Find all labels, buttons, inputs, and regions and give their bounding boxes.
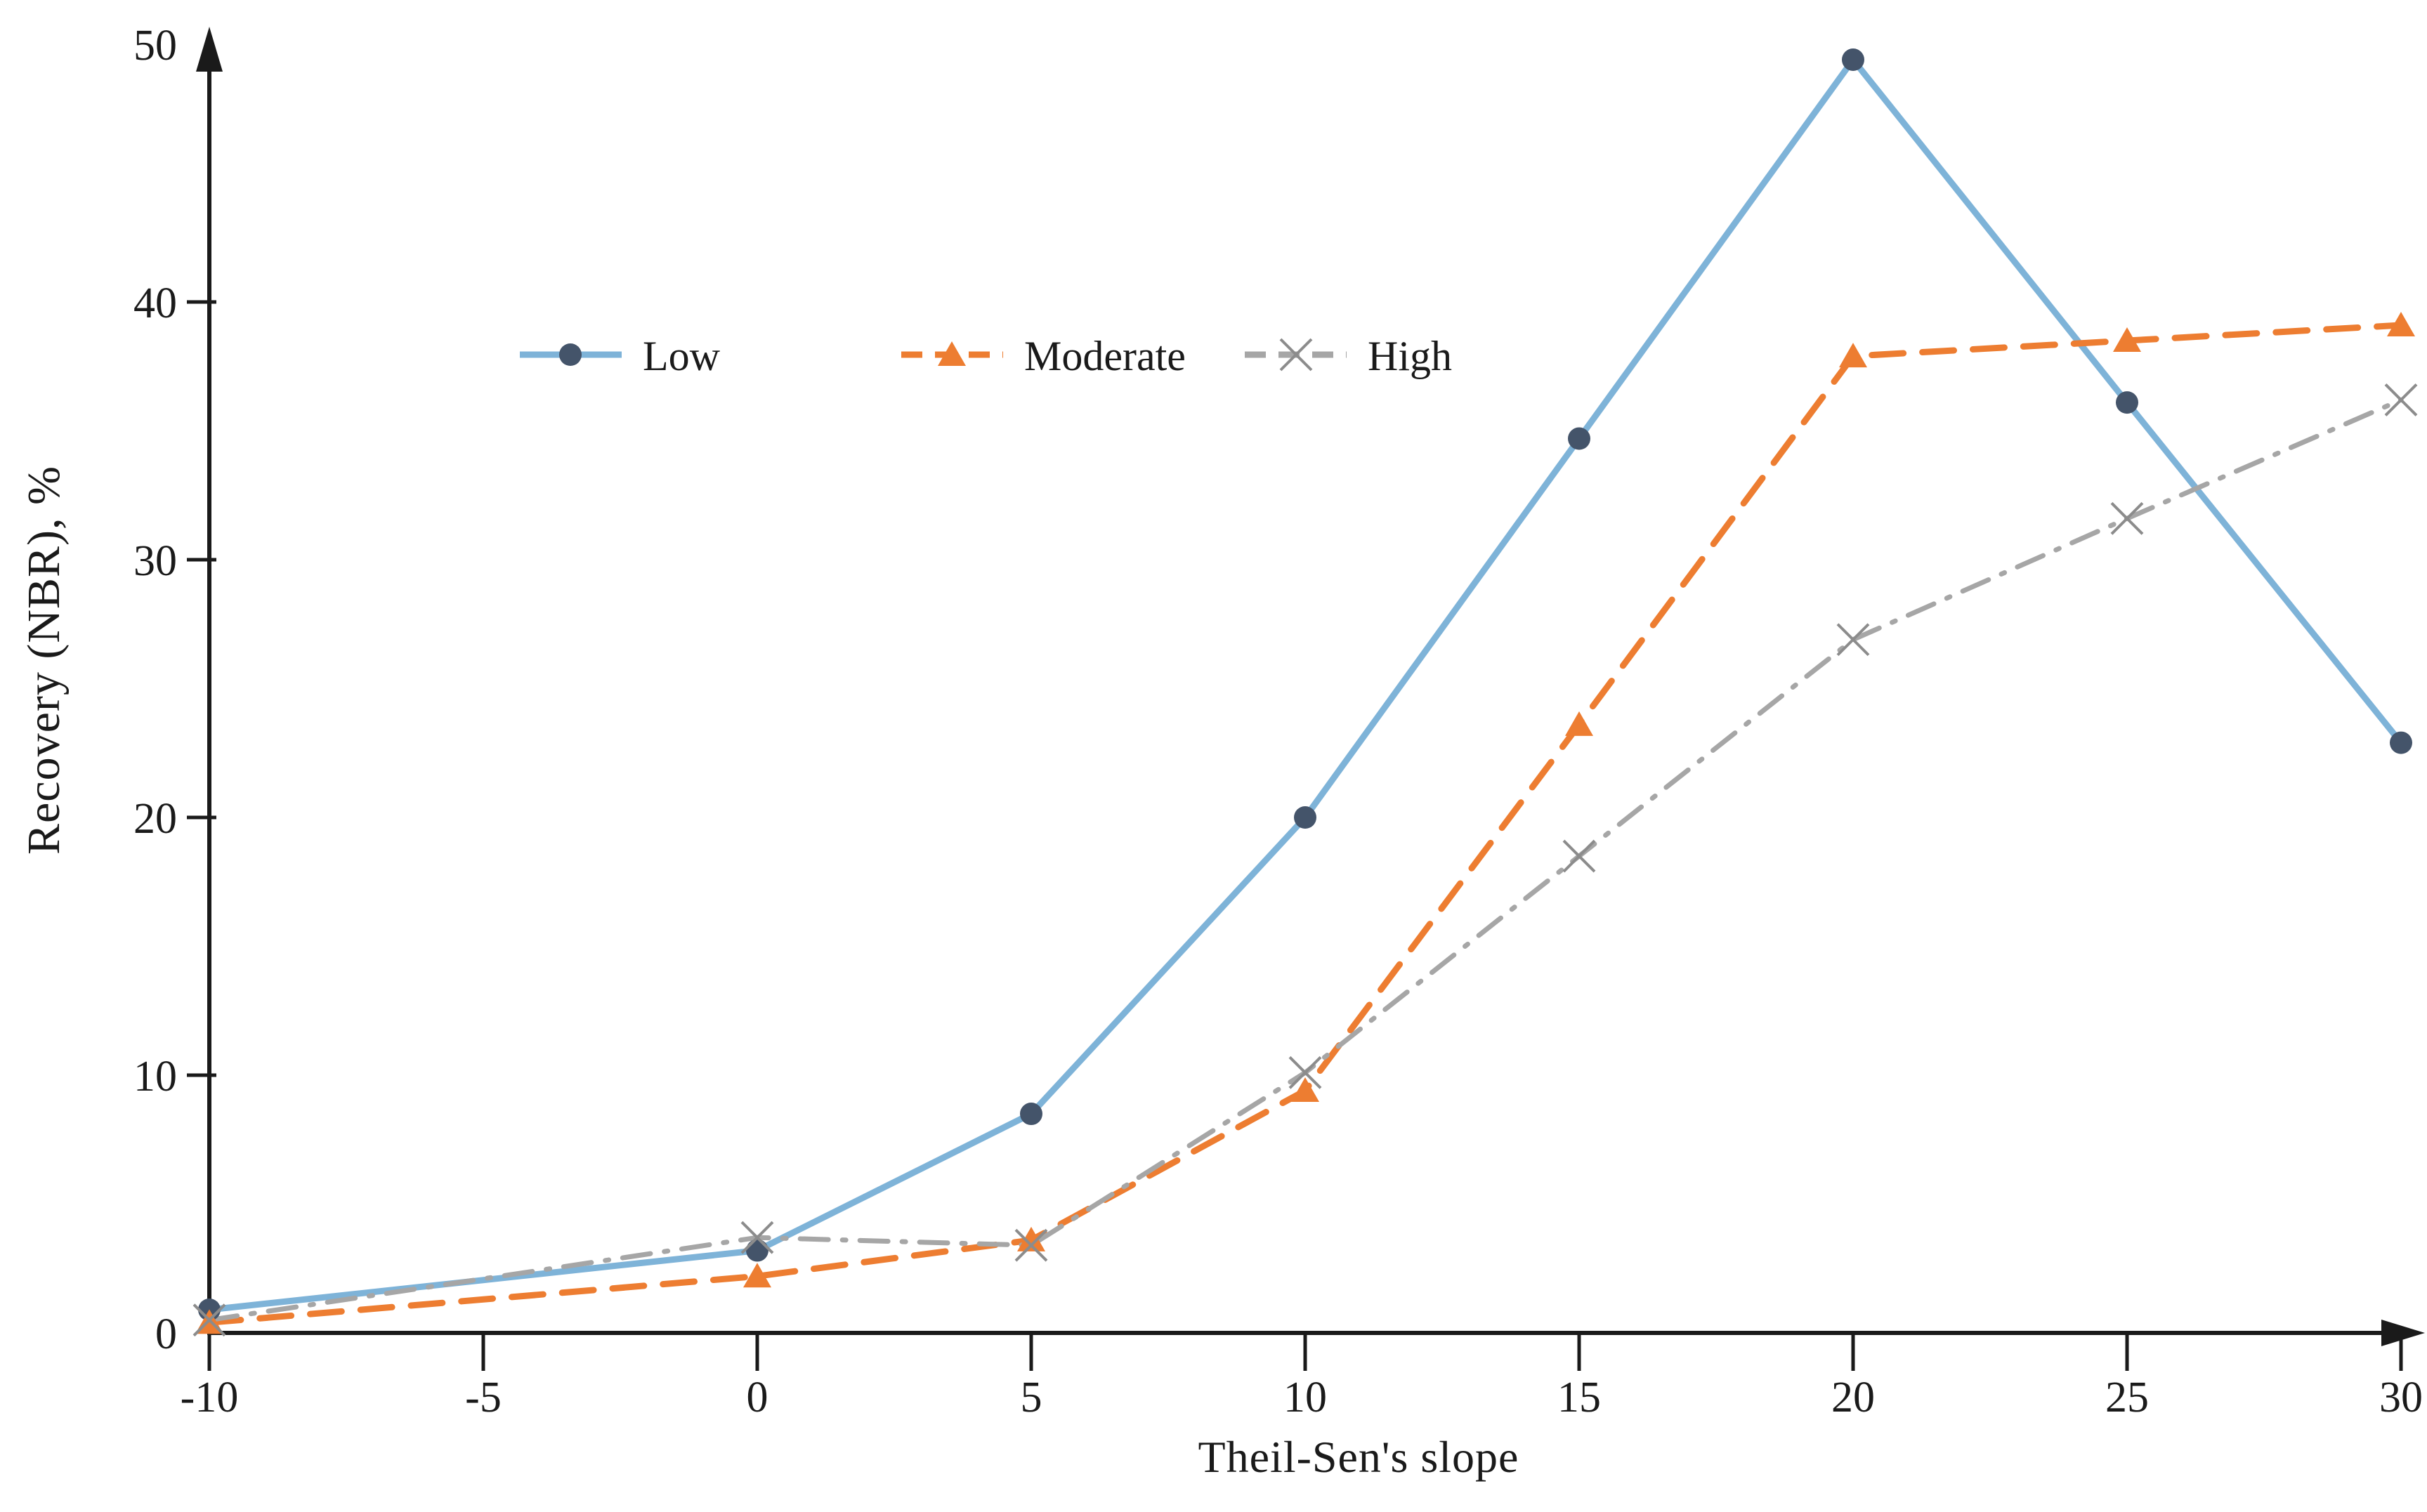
legend-marker-high-icon <box>1279 338 1313 372</box>
series-high-line <box>207 397 2404 1323</box>
marker-high-15 <box>1562 839 1596 873</box>
marker-low-0 <box>746 1239 768 1262</box>
x-tick-label: 15 <box>1557 1374 1601 1421</box>
marker-low-30 <box>2390 731 2412 754</box>
marker-moderate-25 <box>2113 327 2141 353</box>
marker-high-30 <box>2384 383 2418 416</box>
x-axis-arrow-icon <box>2381 1320 2425 1346</box>
y-axis-arrow-icon <box>196 27 223 72</box>
marker-high-0 <box>740 1221 774 1254</box>
series-moderate-line <box>206 322 2405 1326</box>
x-tick-label: 30 <box>2379 1374 2423 1421</box>
legend-marker-low-icon <box>559 343 582 366</box>
marker-high-10 <box>1288 1056 1322 1089</box>
marker-low-25 <box>2116 391 2138 414</box>
x-tick-label: -10 <box>181 1374 239 1421</box>
y-tick-label: 50 <box>133 22 177 70</box>
marker-low-5 <box>1020 1103 1042 1126</box>
marker-moderate-5 <box>1017 1226 1045 1251</box>
marker-low-20 <box>1842 48 1864 72</box>
y-tick-label: 0 <box>155 1310 177 1358</box>
x-axis-title: Theil-Sen's slope <box>1198 1432 1519 1482</box>
marker-low-10 <box>1294 806 1316 829</box>
y-tick-label: 10 <box>133 1053 177 1100</box>
legend-label-high: High <box>1368 333 1452 379</box>
marker-moderate-0 <box>743 1263 771 1288</box>
x-tick-label: 20 <box>1831 1374 1875 1421</box>
marker-high-5 <box>1014 1228 1048 1262</box>
legend-label-low: Low <box>643 333 721 379</box>
y-tick-label: 40 <box>133 280 177 327</box>
legend-label-moderate: Moderate <box>1024 333 1186 379</box>
marker-moderate-20 <box>1839 343 1867 368</box>
x-tick-label: -5 <box>465 1374 502 1421</box>
y-axis-title: Recovery (NBR), % <box>18 465 70 855</box>
x-tick-label: 25 <box>2105 1374 2149 1421</box>
y-tick-label: 30 <box>133 537 177 585</box>
marker-high-20 <box>1836 623 1870 657</box>
series-low-line <box>206 54 2405 1313</box>
x-tick-label: 5 <box>1021 1374 1042 1421</box>
marker-high-25 <box>2110 501 2144 535</box>
marker-high--10 <box>192 1303 226 1337</box>
marker-moderate-30 <box>2387 312 2415 337</box>
marker-moderate-15 <box>1565 711 1593 736</box>
y-tick-label: 20 <box>133 795 177 843</box>
x-tick-label: 0 <box>747 1374 768 1421</box>
legend-marker-moderate-icon <box>938 341 966 366</box>
marker-moderate-10 <box>1291 1077 1319 1103</box>
marker-low-15 <box>1568 427 1590 450</box>
x-tick-label: 10 <box>1283 1374 1327 1421</box>
